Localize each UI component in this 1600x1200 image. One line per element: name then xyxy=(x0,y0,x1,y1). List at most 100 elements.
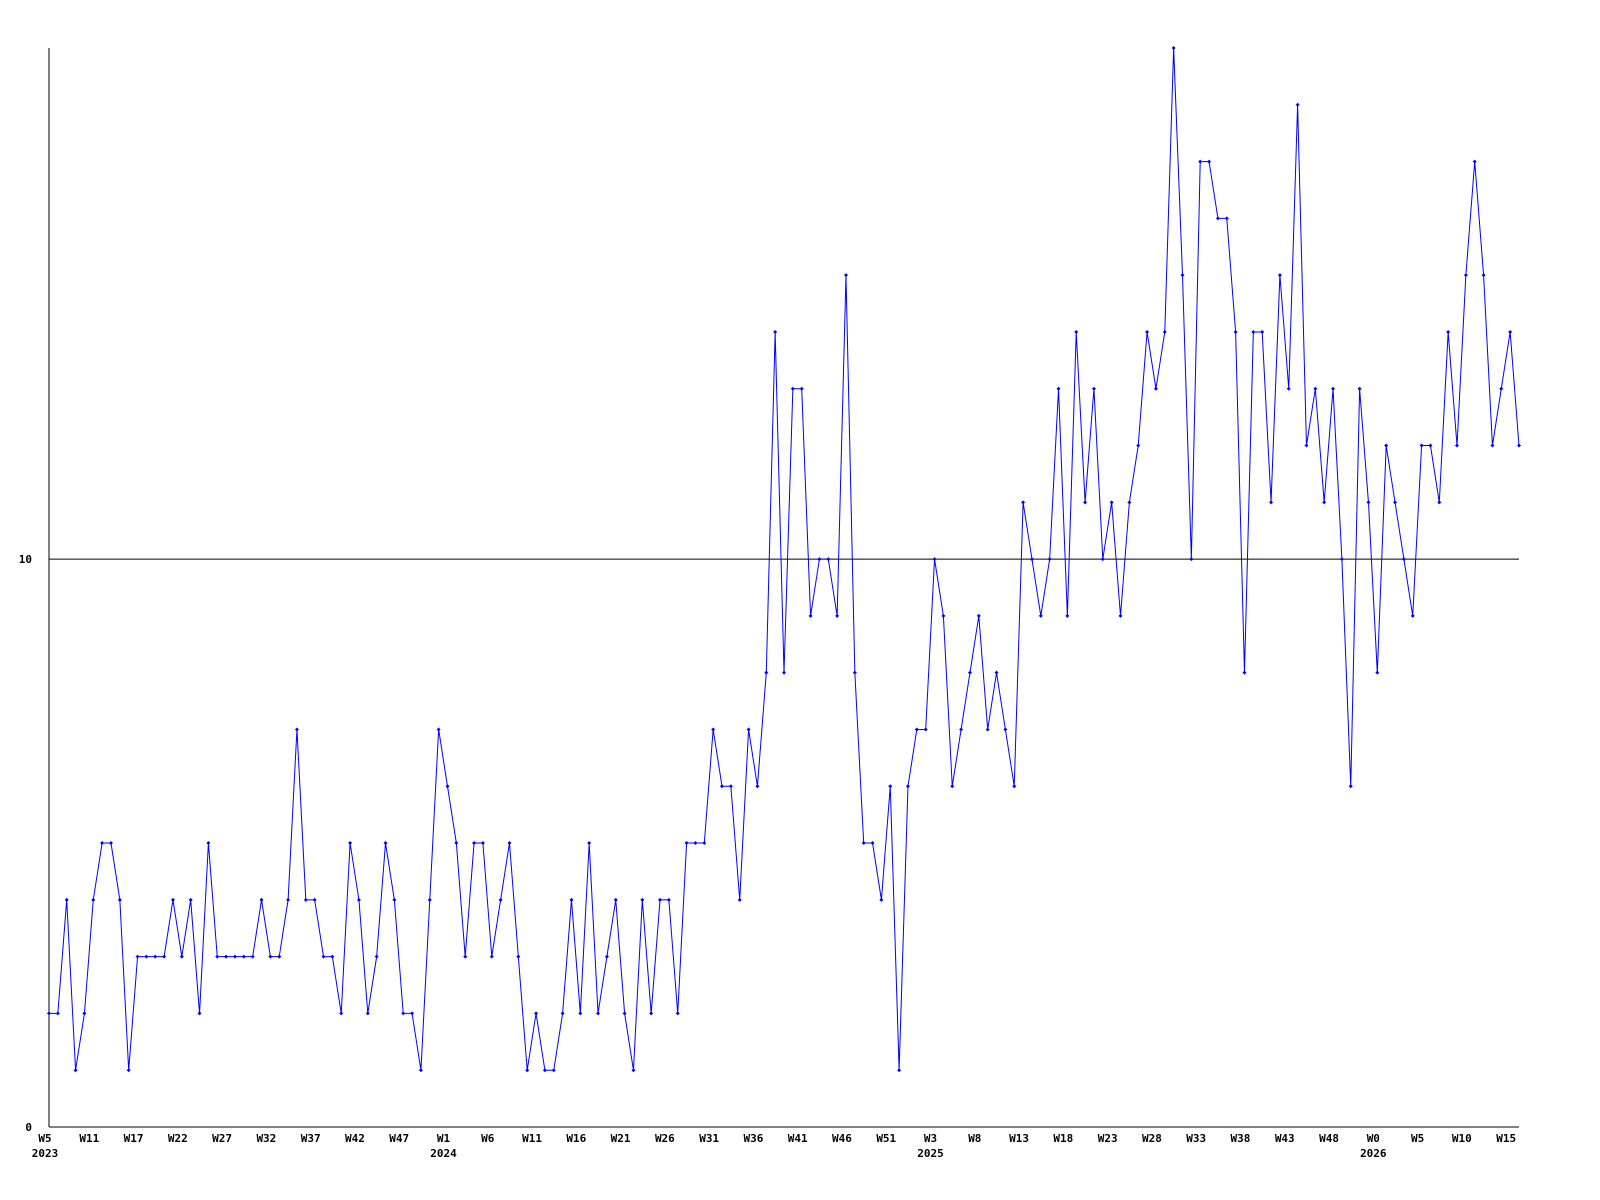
data-point xyxy=(1499,386,1504,391)
data-point xyxy=(1437,500,1442,505)
data-point xyxy=(1215,216,1220,221)
data-point xyxy=(339,1011,344,1016)
data-point xyxy=(489,954,494,959)
data-point xyxy=(1410,613,1415,618)
data-point xyxy=(507,841,512,846)
data-point xyxy=(1180,273,1185,278)
data-point xyxy=(976,613,981,618)
data-point xyxy=(1198,159,1203,164)
data-point xyxy=(1339,557,1344,562)
data-point xyxy=(728,784,733,789)
data-point xyxy=(826,557,831,562)
data-point xyxy=(392,897,397,902)
x-tick-label: W46 xyxy=(832,1132,852,1145)
data-point xyxy=(994,670,999,675)
data-point xyxy=(294,727,299,732)
data-point xyxy=(782,670,786,675)
data-point xyxy=(1074,329,1079,334)
data-point xyxy=(410,1011,415,1016)
data-point xyxy=(330,954,335,959)
data-point xyxy=(1313,386,1318,391)
data-point xyxy=(1065,613,1070,618)
data-point xyxy=(711,727,716,732)
data-point xyxy=(1517,443,1521,448)
data-point xyxy=(356,897,361,902)
data-point xyxy=(870,841,875,846)
data-point xyxy=(1393,500,1398,505)
data-point xyxy=(232,954,237,959)
data-point xyxy=(73,1068,78,1073)
x-tick-label: W36 xyxy=(743,1132,763,1145)
data-point xyxy=(1269,500,1274,505)
data-point xyxy=(1233,329,1238,334)
x-tick-label: W3 xyxy=(924,1132,937,1145)
x-tick-label: W27 xyxy=(212,1132,232,1145)
data-point xyxy=(852,670,857,675)
data-point xyxy=(613,897,618,902)
data-point xyxy=(746,727,751,732)
x-tick-label: W11 xyxy=(79,1132,99,1145)
x-tick-label: W15 xyxy=(1496,1132,1516,1145)
data-point xyxy=(1171,46,1176,50)
data-point xyxy=(250,954,255,959)
data-point xyxy=(622,1011,627,1016)
data-point xyxy=(1401,557,1406,562)
data-point xyxy=(374,954,379,959)
data-point xyxy=(268,954,273,959)
data-point xyxy=(383,841,388,846)
data-point xyxy=(755,784,760,789)
data-point xyxy=(1100,557,1105,562)
data-point xyxy=(569,897,574,902)
data-point xyxy=(472,841,477,846)
data-point xyxy=(1136,443,1141,448)
data-point xyxy=(1038,613,1043,618)
x-tick-label: W10 xyxy=(1452,1132,1472,1145)
data-point xyxy=(1251,329,1256,334)
data-point xyxy=(188,897,193,902)
data-point xyxy=(1295,102,1300,107)
x-tick-label: W21 xyxy=(611,1132,631,1145)
data-point xyxy=(675,1011,680,1016)
data-point xyxy=(436,727,441,732)
data-point xyxy=(1029,557,1034,562)
data-point xyxy=(126,1068,131,1073)
data-point xyxy=(100,841,105,846)
x-tick-label: W47 xyxy=(389,1132,409,1145)
x-tick-label: W41 xyxy=(788,1132,808,1145)
data-point xyxy=(197,1011,202,1016)
x-tick-label: W32 xyxy=(256,1132,276,1145)
x-year-label: 2025 xyxy=(917,1147,944,1160)
data-point xyxy=(790,386,795,391)
x-tick-label: W22 xyxy=(168,1132,188,1145)
data-point xyxy=(950,784,955,789)
data-point xyxy=(666,897,671,902)
data-point xyxy=(303,897,308,902)
data-point xyxy=(1419,443,1424,448)
data-point xyxy=(153,954,158,959)
data-point xyxy=(897,1068,902,1073)
x-tick-label: W48 xyxy=(1319,1132,1339,1145)
data-point xyxy=(1348,784,1353,789)
data-point xyxy=(401,1011,406,1016)
data-point xyxy=(427,897,432,902)
data-point xyxy=(684,841,689,846)
data-point xyxy=(1384,443,1389,448)
data-point xyxy=(879,897,884,902)
data-point xyxy=(658,897,663,902)
data-point xyxy=(1508,329,1513,334)
data-point xyxy=(551,1068,556,1073)
x-tick-label: W17 xyxy=(124,1132,144,1145)
x-tick-label: W51 xyxy=(876,1132,896,1145)
data-point xyxy=(454,841,459,846)
data-point xyxy=(480,841,485,846)
x-year-label: 2026 xyxy=(1360,1147,1387,1160)
data-point xyxy=(799,386,804,391)
x-tick-label: W11 xyxy=(522,1132,542,1145)
x-tick-label: W43 xyxy=(1275,1132,1295,1145)
data-point xyxy=(1056,386,1061,391)
data-point xyxy=(206,841,211,846)
x-tick-label: W37 xyxy=(301,1132,321,1145)
data-point xyxy=(117,897,122,902)
data-point xyxy=(578,1011,583,1016)
data-point xyxy=(498,897,503,902)
